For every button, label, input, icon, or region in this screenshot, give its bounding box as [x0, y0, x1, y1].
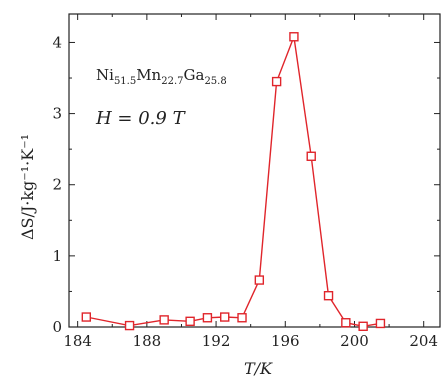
data-point	[375, 318, 386, 329]
x-tick-label: 192	[202, 332, 231, 350]
y-tick-label: 1	[52, 247, 62, 265]
composition-sub-1: 51.5	[114, 76, 136, 87]
data-point	[306, 151, 316, 161]
y-tick-label: 0	[52, 318, 62, 336]
y-tick-label: 4	[52, 33, 62, 51]
composition-sub-3: 25.8	[204, 76, 226, 87]
composition-sub-2: 22.7	[161, 76, 183, 87]
composition-annotation: Ni51.5Mn22.7Ga25.8	[96, 66, 227, 87]
y-axis-label: ΔS/J·kg⁻¹·K⁻¹	[18, 134, 37, 240]
x-tick-label: 188	[133, 332, 162, 350]
x-tick-label: 200	[340, 332, 369, 350]
x-tick-label: 196	[271, 332, 300, 350]
data-point	[323, 291, 334, 301]
field-annotation: H = 0.9 T	[95, 108, 187, 129]
ticks: 184 188 192 196 200 204 0 1 2 3 4	[52, 14, 440, 350]
data-point	[289, 32, 299, 42]
axes	[68, 13, 441, 328]
x-tick-label: 184	[63, 332, 92, 350]
composition-el-2: Mn	[136, 66, 161, 84]
data-point	[271, 76, 282, 87]
data-series	[81, 32, 386, 331]
data-point	[185, 316, 195, 327]
data-point	[254, 275, 265, 285]
x-axis-label: T/K	[244, 359, 273, 378]
data-point	[341, 318, 351, 328]
plot-frame	[68, 13, 441, 328]
data-point	[159, 315, 169, 325]
composition-el-3: Ga	[184, 66, 205, 84]
data-point	[124, 320, 135, 331]
composition-el-1: Ni	[96, 66, 114, 84]
data-point	[81, 312, 92, 322]
x-tick-label: 204	[409, 332, 438, 350]
y-tick-label: 2	[52, 176, 62, 194]
y-tick-label: 3	[52, 105, 62, 123]
data-point	[220, 312, 230, 322]
data-point	[358, 321, 368, 331]
data-point	[237, 313, 247, 323]
data-point	[202, 313, 213, 323]
